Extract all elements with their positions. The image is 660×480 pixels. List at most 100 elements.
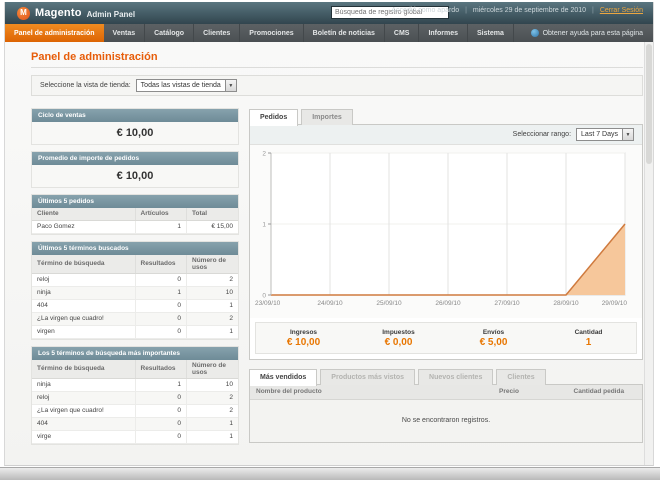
column-header-termino-de-busqueda: Término de búsqueda bbox=[32, 359, 136, 379]
svg-text:2: 2 bbox=[262, 151, 266, 158]
total-ingresos: Ingresos € 10,00 bbox=[256, 329, 351, 348]
table-cell: 1 bbox=[135, 378, 187, 392]
scrollbar-thumb[interactable] bbox=[646, 44, 652, 164]
table-cell: 0 bbox=[135, 417, 187, 431]
total-value: € 10,00 bbox=[286, 336, 321, 348]
global-search-input[interactable] bbox=[331, 6, 449, 19]
table-cell: Paco Gomez bbox=[32, 220, 136, 234]
svg-text:29/09/10: 29/09/10 bbox=[602, 300, 628, 307]
dashboard-right-column: Pedidos Importes Seleccionar rango: Last … bbox=[249, 108, 643, 443]
average-orders-card: Promedio de importe de pedidos € 10,00 bbox=[31, 151, 239, 188]
nav-item-ventas[interactable]: Ventas bbox=[104, 24, 146, 42]
lifetime-sales-card: Ciclo de ventas € 10,00 bbox=[31, 108, 239, 145]
table-cell: 0 bbox=[135, 325, 187, 339]
column-header-precio: Precio bbox=[493, 385, 568, 400]
top-header-bar: M Magento Admin Panel Accedió como apard… bbox=[5, 2, 653, 24]
table-header-row: Término de búsqueda Resultados Número de u… bbox=[32, 359, 238, 379]
column-header-numero-de-usos: Número de usos bbox=[186, 254, 238, 274]
total-label: Envíos bbox=[482, 328, 505, 336]
tab-importes[interactable]: Importes bbox=[301, 109, 353, 125]
column-header-nombre-del-producto: Nombre del producto bbox=[250, 385, 494, 400]
svg-text:0: 0 bbox=[262, 293, 266, 300]
last-orders-card: Últimos 5 pedidos Cliente Artículos Total P… bbox=[31, 194, 239, 235]
scrollbar[interactable] bbox=[644, 42, 653, 465]
table-row[interactable]: Paco Gomez 1 € 15,00 bbox=[32, 220, 238, 234]
table-row[interactable]: ninja 1 10 bbox=[32, 286, 238, 300]
logout-link[interactable]: Cerrar Sesión bbox=[599, 7, 643, 14]
table-row[interactable]: 404 0 1 bbox=[32, 417, 238, 431]
table-cell: reloj bbox=[32, 391, 136, 405]
table-header-row: Nombre del producto Precio Cantidad pedida bbox=[250, 385, 642, 400]
column-header-total: Total bbox=[186, 208, 238, 221]
empty-records-message: No se encontraron registros. bbox=[250, 399, 642, 442]
chart-area: 0 1 2 23/09/10 24/09/10 25/09/10 26/09/10 27/09… bbox=[250, 145, 642, 318]
products-table: Nombre del producto Precio Cantidad pedida bbox=[250, 385, 642, 400]
main-nav: Panel de administración Ventas Catálogo Cli… bbox=[5, 24, 653, 42]
magento-logo[interactable]: M Magento Admin Panel bbox=[17, 6, 136, 20]
bottom-tabs: Más vendidos Productos más vistos Nuevos c… bbox=[249, 368, 643, 386]
table-cell: 0 bbox=[135, 273, 187, 287]
total-label: Cantidad bbox=[574, 328, 603, 336]
table-cell: 2 bbox=[186, 312, 238, 326]
table-row[interactable]: virgen 0 1 bbox=[32, 325, 238, 339]
total-value: 1 bbox=[585, 336, 592, 348]
top-search-card: Los 5 términos de búsqueda más important… bbox=[31, 345, 239, 445]
table-cell: 0 bbox=[135, 391, 187, 405]
table-row[interactable]: ¿La virgen que cuadro! 0 2 bbox=[32, 404, 238, 418]
table-row[interactable]: 404 0 1 bbox=[32, 299, 238, 313]
range-select[interactable]: Last 7 Days ▼ bbox=[576, 128, 634, 141]
separator: | bbox=[465, 7, 467, 14]
help-label: Obtener ayuda para esta página bbox=[542, 29, 643, 37]
svg-text:28/09/10: 28/09/10 bbox=[553, 300, 579, 307]
nav-item-sistema[interactable]: Sistema bbox=[468, 24, 514, 42]
table-row[interactable]: reloj 0 2 bbox=[32, 273, 238, 287]
table-cell: € 15,00 bbox=[186, 220, 238, 234]
brand-suffix: Admin Panel bbox=[86, 9, 136, 19]
table-row[interactable]: reloj 0 2 bbox=[32, 391, 238, 405]
nav-item-catalogo[interactable]: Catálogo bbox=[145, 24, 195, 42]
totals-bar: Ingresos € 10,00 Impuestos € 0,00 Envíos € 5,… bbox=[255, 322, 637, 354]
magento-logo-icon: M bbox=[17, 6, 30, 20]
column-header-resultados: Resultados bbox=[135, 254, 187, 274]
get-help-link[interactable]: Obtener ayuda para esta página bbox=[530, 24, 643, 42]
nav-item-boletin-de-noticias[interactable]: Boletín de noticias bbox=[304, 24, 385, 42]
svg-text:27/09/10: 27/09/10 bbox=[494, 300, 520, 307]
table-row[interactable]: virge 0 1 bbox=[32, 430, 238, 444]
table-cell: 1 bbox=[186, 430, 238, 444]
column-header-articulos: Artículos bbox=[135, 208, 187, 221]
nav-item-panel-de-administracion[interactable]: Panel de administración bbox=[5, 24, 104, 42]
bestsellers-panel: Nombre del producto Precio Cantidad pedida… bbox=[249, 384, 643, 443]
store-view-box: Seleccione la vista de tienda: Todas las… bbox=[31, 75, 643, 96]
help-icon bbox=[530, 29, 539, 37]
total-value: € 5,00 bbox=[479, 336, 508, 348]
table-cell: reloj bbox=[32, 273, 136, 287]
table-row[interactable]: ninja 1 10 bbox=[32, 378, 238, 392]
content-area: Panel de administración Seleccione la vi… bbox=[5, 42, 653, 465]
tab-mas-vendidos[interactable]: Más vendidos bbox=[249, 369, 318, 386]
column-header-numero-de-usos: Número de usos bbox=[186, 359, 238, 379]
store-view-select[interactable]: Todas las vistas de tienda ▼ bbox=[135, 79, 237, 92]
table-cell: 1 bbox=[186, 417, 238, 431]
nav-item-cms[interactable]: CMS bbox=[385, 24, 420, 42]
table-cell: 0 bbox=[135, 404, 187, 418]
current-date: miércoles 29 de septiembre de 2010 bbox=[472, 7, 587, 14]
table-cell: 2 bbox=[186, 391, 238, 405]
top-search-title: Los 5 términos de búsqueda más important… bbox=[32, 346, 238, 360]
table-header-row: Cliente Artículos Total bbox=[32, 208, 238, 221]
nav-item-promociones[interactable]: Promociones bbox=[240, 24, 304, 42]
average-orders-title: Promedio de importe de pedidos bbox=[32, 152, 238, 165]
total-label: Ingresos bbox=[289, 328, 318, 336]
table-row[interactable]: ¿La virgen que cuadro! 0 2 bbox=[32, 312, 238, 326]
tab-clientes: Clientes bbox=[496, 369, 546, 385]
column-header-cantidad-pedida: Cantidad pedida bbox=[567, 385, 642, 400]
nav-item-clientes[interactable]: Clientes bbox=[194, 24, 241, 42]
logged-in-as: Accedió como apardo bbox=[391, 7, 460, 14]
column-header-termino-de-busqueda: Término de búsqueda bbox=[32, 254, 136, 274]
tab-pedidos[interactable]: Pedidos bbox=[249, 109, 299, 126]
table-cell: 2 bbox=[186, 404, 238, 418]
svg-text:23/09/10: 23/09/10 bbox=[255, 300, 281, 307]
table-cell: 1 bbox=[135, 220, 187, 234]
table-cell: 404 bbox=[32, 417, 136, 431]
nav-item-informes[interactable]: Informes bbox=[419, 24, 469, 42]
